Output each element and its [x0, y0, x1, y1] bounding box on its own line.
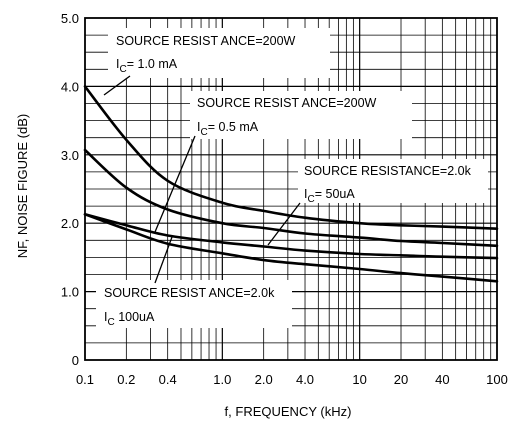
current-value: = 1.0 mA: [127, 57, 178, 71]
current-value: = 50uA: [315, 187, 356, 201]
series-lines: [83, 85, 499, 283]
annotation-value: IC= 1.0 mA: [116, 57, 178, 75]
current-subscript: C: [307, 194, 314, 205]
plot-frame: [84, 17, 498, 361]
annotation-value: IC 100uA: [104, 310, 155, 328]
annotation-leader: [103, 75, 131, 96]
y-tick-label: 5.0: [61, 11, 79, 26]
series-line: [83, 148, 499, 248]
current-value: = 0.5 mA: [208, 120, 259, 134]
y-tick-label: 3.0: [61, 148, 79, 163]
annotation-box: [108, 28, 330, 78]
y-tick-label: 2.0: [61, 216, 79, 231]
annotation-leader: [154, 135, 196, 233]
annotation-label: SOURCE RESISTANCE=2.0k: [304, 164, 472, 178]
y-axis-title: NF, NOISE FIGURE (dB): [15, 114, 30, 258]
x-tick-label: 0.2: [117, 372, 135, 387]
series-line: [83, 213, 499, 283]
current-symbol: I: [116, 57, 119, 71]
current-subscript: C: [119, 64, 126, 75]
annotation-label: SOURCE RESIST ANCE=200W: [116, 34, 296, 48]
tick-labels: 0.1 0.2 0.4 1.0 2.0 4.0 10 20 40 100 0 1.0 2.0 3.0 4.0…: [61, 11, 508, 387]
x-tick-label: 4.0: [296, 372, 314, 387]
annotation-box: [298, 159, 488, 203]
annotation-label: SOURCE RESIST ANCE=2.0k: [104, 286, 275, 300]
y-tick-label: 1.0: [61, 285, 79, 300]
x-tick-label: 0.4: [159, 372, 177, 387]
annotation-leader: [267, 202, 301, 246]
series-line: [83, 213, 499, 260]
annotation-group: SOURCE RESIST ANCE=2.0k IC 100uA: [96, 236, 292, 328]
current-symbol: I: [304, 187, 307, 201]
annotation-value: IC= 0.5 mA: [197, 120, 259, 138]
current-value: 100uA: [115, 310, 155, 324]
annotation-box: [190, 91, 412, 139]
annotation-group: SOURCE RESIST ANCE=200W IC= 1.0 mA: [103, 28, 330, 96]
current-subscript: C: [107, 317, 114, 328]
x-tick-label: 1.0: [213, 372, 231, 387]
annotation-value: IC= 50uA: [304, 187, 355, 205]
annotation-group: SOURCE RESISTANCE=2.0k IC= 50uA: [267, 159, 488, 246]
x-axis-title: f, FREQUENCY (kHz): [225, 404, 352, 419]
annotation-label: SOURCE RESIST ANCE=200W: [197, 96, 377, 110]
y-tick-label: 0: [72, 353, 79, 368]
current-symbol: I: [104, 310, 107, 324]
x-tick-label: 40: [435, 372, 449, 387]
x-tick-label: 20: [394, 372, 408, 387]
series-line: [83, 85, 499, 230]
annotation-leader: [154, 236, 173, 284]
x-tick-label: 0.1: [76, 372, 94, 387]
y-tick-label: 4.0: [61, 79, 79, 94]
current-subscript: C: [200, 127, 207, 138]
x-tick-label: 10: [352, 372, 366, 387]
annotation-box: [96, 280, 292, 328]
x-tick-label: 100: [486, 372, 508, 387]
current-symbol: I: [197, 120, 200, 134]
x-tick-label: 2.0: [255, 372, 273, 387]
